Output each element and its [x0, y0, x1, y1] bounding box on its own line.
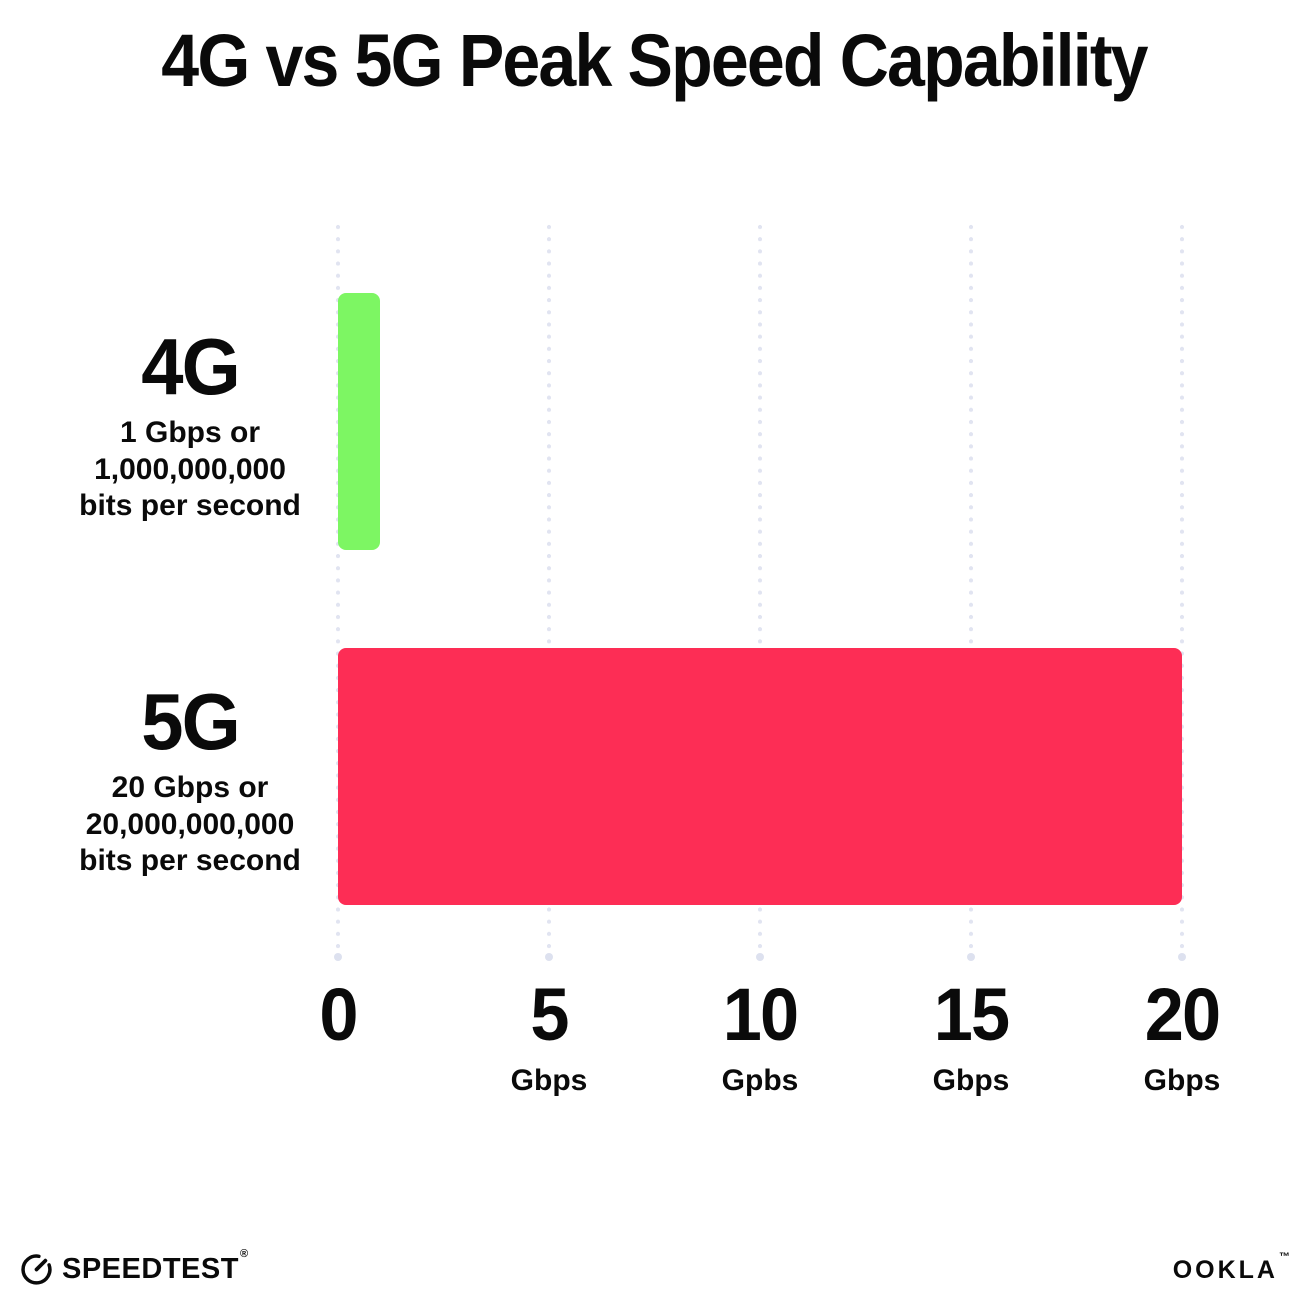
category-label-4g: 4G — [141, 322, 240, 411]
x-tick-value: 5 — [530, 973, 569, 1056]
bar-4g — [338, 292, 381, 550]
speedtest-logo: SPEEDTEST® — [20, 1248, 249, 1286]
x-tick-value: 15 — [933, 973, 1010, 1056]
x-tick-20: 20 Gbps — [1072, 978, 1292, 1098]
gridline-10 — [756, 224, 764, 961]
gridline-15 — [967, 224, 975, 961]
x-tick-unit: Gbps — [1143, 1064, 1221, 1097]
bar-5g — [338, 647, 1182, 905]
speedtest-trademark: ® — [239, 1248, 249, 1260]
ookla-trademark: ™ — [1279, 1251, 1293, 1263]
category-sublabel-line: 1,000,000,000 — [94, 452, 286, 486]
chart-title: 4G vs 5G Peak Speed Capability — [161, 19, 1148, 102]
speedometer-icon — [20, 1253, 53, 1286]
speedtest-wordmark: SPEEDTEST® — [62, 1248, 249, 1285]
category-sublabel-line: bits per second — [79, 489, 301, 523]
x-tick-10: 10 Gpbs — [650, 978, 870, 1098]
row-label-5g: 5G 20 Gbps or 20,000,000,000 bits per secon… — [40, 682, 340, 880]
category-sublabel-line: bits per second — [79, 844, 301, 878]
gridline-5 — [545, 224, 553, 961]
x-tick-0: 0 — [228, 978, 448, 1052]
x-tick-5: 5 Gbps — [439, 978, 659, 1098]
gridline-20 — [1178, 224, 1186, 961]
x-tick-value: 20 — [1144, 973, 1221, 1056]
ookla-logo: OOKLA™ — [1172, 1252, 1292, 1284]
row-label-4g: 4G 1 Gbps or 1,000,000,000 bits per second — [40, 327, 340, 525]
x-tick-value: 10 — [722, 973, 799, 1056]
category-label-5g: 5G — [141, 677, 240, 766]
category-sublabel-line: 20,000,000,000 — [85, 807, 295, 841]
category-sublabel-line: 1 Gbps or — [119, 416, 261, 449]
gridline-0 — [334, 224, 342, 961]
x-tick-value: 0 — [319, 973, 358, 1056]
x-tick-15: 15 Gbps — [861, 978, 1081, 1098]
x-tick-unit: Gpbs — [721, 1064, 799, 1097]
x-tick-unit: Gbps — [932, 1064, 1010, 1097]
x-tick-unit: Gbps — [510, 1064, 588, 1097]
category-sublabel-line: 20 Gbps or — [111, 771, 269, 804]
ookla-wordmark: OOKLA — [1172, 1256, 1278, 1284]
